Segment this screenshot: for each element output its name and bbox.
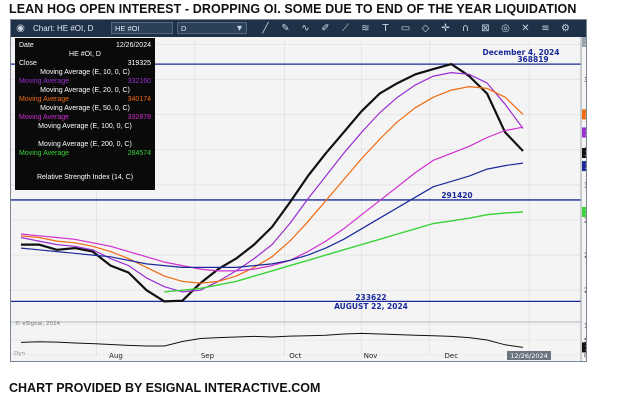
rsi-watermark: Dyn xyxy=(14,351,25,357)
rsi-line xyxy=(20,332,524,348)
chart-window: ◉ Chart: HE #OI, D HE #OI D ▾ ╱ ✎ ∿ ✐ ⟋ … xyxy=(10,19,587,362)
text-tool-icon[interactable]: T xyxy=(382,23,389,34)
y-tick-label: 360000 xyxy=(584,76,586,84)
y-tick-label: 280000 xyxy=(584,216,586,224)
eye-icon[interactable]: ◎ xyxy=(501,23,510,34)
high-date-label: December 4, 2024 xyxy=(483,48,560,57)
y-tick-label: 260000 xyxy=(584,252,586,260)
legend-ma-value: 284574 xyxy=(127,150,151,157)
chart-window-title: Chart: HE #OI, D xyxy=(33,24,94,33)
legend-ma-title: Moving Average (E, 50, 0, C) xyxy=(40,105,130,112)
rsi-tick-label: 100.00 xyxy=(584,322,586,330)
series-line xyxy=(21,62,524,303)
y-tick-label: 240000 xyxy=(584,287,586,295)
rsi-tag: 25.30 xyxy=(585,344,586,352)
legend-ma-label: Moving Average xyxy=(19,78,70,85)
rsi-tick-label: 0.00 xyxy=(584,352,586,360)
legend-close-label: Close xyxy=(19,60,37,67)
legend-ma-title: Moving Average (E, 100, 0, C) xyxy=(38,123,132,130)
price-tag-bg xyxy=(582,161,586,172)
price-tag-bg xyxy=(582,127,586,138)
y-tick-label: 300000 xyxy=(584,181,586,189)
mid-value-label: 291420 xyxy=(441,191,472,200)
x-tick-label: Nov xyxy=(364,352,378,360)
chart-window-icon[interactable]: ◉ xyxy=(16,23,25,34)
date-tag-bg xyxy=(507,351,551,360)
low-value-label: 233622 xyxy=(355,293,386,302)
legend-ma-title: Moving Average (E, 10, 0, C) xyxy=(40,69,130,76)
top-price-tag: 368544 xyxy=(585,39,586,47)
lock-icon[interactable]: ⊠ xyxy=(481,23,490,34)
legend-ma-title: Moving Average (E, 20, 0, C) xyxy=(40,87,130,94)
price-tag: 284574 xyxy=(585,209,586,217)
high-value-label: 368819 xyxy=(517,55,548,64)
draw-line-icon[interactable]: ╱ xyxy=(262,23,269,34)
curve-icon[interactable]: ∿ xyxy=(301,23,310,34)
rsi-tick-label: 50.00 xyxy=(584,337,586,345)
low-date-label: AUGUST 22, 2024 xyxy=(334,302,408,311)
pen-icon[interactable]: ✎ xyxy=(281,23,290,34)
series-line xyxy=(20,162,524,268)
settings-icon[interactable]: ⚙ xyxy=(561,23,570,34)
rsi-tag-bg xyxy=(582,342,586,353)
legend-panel: Date 12/26/2024 HE #OI, D Close 319325 M… xyxy=(15,38,155,190)
chevron-down-icon[interactable]: ▾ xyxy=(236,23,243,34)
menu-icon[interactable]: ≡ xyxy=(541,23,550,34)
series-line xyxy=(20,86,524,284)
price-tag: 340174 xyxy=(585,111,586,119)
legend-ma-value-row: Moving Average 340174 xyxy=(19,95,151,104)
price-tag-bg xyxy=(582,109,586,120)
esignal-watermark: © eSignal, 2024 xyxy=(15,320,61,327)
legend-ma-title: Moving Average (E, 200, 0, C) xyxy=(38,141,132,148)
symbol-input[interactable]: HE #OI xyxy=(111,22,173,34)
interval-select[interactable]: D xyxy=(177,22,247,34)
magnet-icon[interactable]: ∩ xyxy=(461,23,470,34)
legend-ma-value: 340174 xyxy=(127,96,151,103)
legend-ma-label: Moving Average xyxy=(19,150,70,157)
channel-icon[interactable]: ≋ xyxy=(361,23,370,34)
legend-date-label: Date xyxy=(19,42,34,49)
price-tag: 319325 xyxy=(585,150,586,158)
legend-rsi-title: Relative Strength Index (14, C) xyxy=(36,174,134,181)
price-tag: 312430 xyxy=(585,163,586,171)
shapes-icon[interactable]: ◇ xyxy=(421,23,430,34)
chart-toolbar: ◉ Chart: HE #OI, D HE #OI D ▾ ╱ ✎ ∿ ✐ ⟋ … xyxy=(11,20,586,37)
headline: LEAN HOG OPEN INTEREST - DROPPING OI. SO… xyxy=(9,2,577,16)
price-tag-bg xyxy=(582,206,586,217)
rectangle-icon[interactable]: ▭ xyxy=(400,23,411,34)
legend-close-value: 319325 xyxy=(127,60,151,67)
legend-ma-value-row: Moving Average 284574 xyxy=(19,149,151,158)
legend-ma-value: 332160 xyxy=(127,78,151,85)
x-tick-label: Aug xyxy=(109,352,123,360)
legend-ma-value-row: Moving Average 332160 xyxy=(19,77,151,86)
price-tag-bg xyxy=(582,147,586,158)
series-line xyxy=(164,211,524,293)
crosshair-icon[interactable]: ✛ xyxy=(441,23,450,34)
top-price-tag-bg xyxy=(582,37,586,47)
x-tick-label: Oct xyxy=(289,352,301,360)
series-line xyxy=(20,126,524,272)
legend-date-value: 12/26/2024 xyxy=(115,42,151,49)
legend-ma-label: Moving Average xyxy=(19,96,70,103)
legend-ma-value: 332878 xyxy=(127,114,151,121)
chart-credit: CHART PROVIDED BY ESIGNAL INTERACTIVE.CO… xyxy=(9,381,321,395)
legend-ma-label: Moving Average xyxy=(19,114,70,121)
legend-ma-value-row: Moving Average 332878 xyxy=(19,113,151,122)
delete-icon[interactable]: ✕ xyxy=(521,23,530,34)
legend-symbol: HE #OI, D xyxy=(69,51,101,58)
fan-icon[interactable]: ⟋ xyxy=(342,23,349,34)
x-tick-label: Dec xyxy=(445,352,459,360)
price-tag: 332160 xyxy=(585,129,586,137)
x-tick-label: Sep xyxy=(201,352,215,360)
date-tag: 12/26/2024 xyxy=(510,352,547,360)
brush-icon[interactable]: ✐ xyxy=(321,23,330,34)
